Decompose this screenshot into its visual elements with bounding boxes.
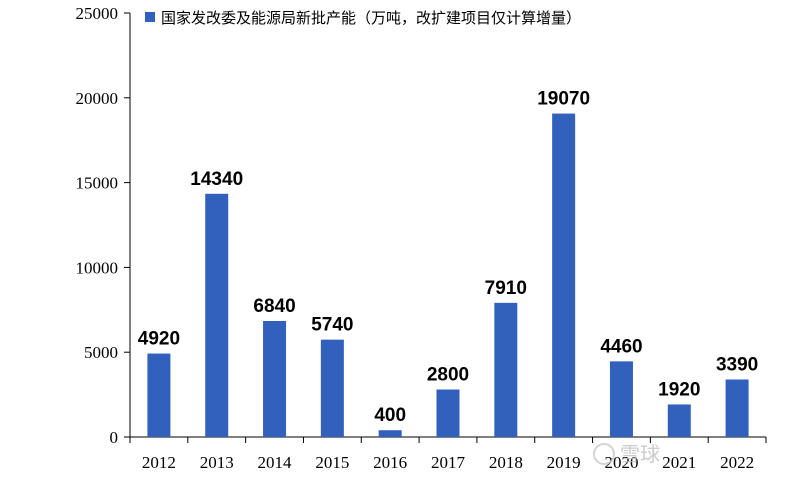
data-label-2016: 400 [374, 405, 406, 426]
data-label-2015: 5740 [311, 315, 353, 336]
y-axis: 0 5000 10000 15000 20000 25000 [76, 4, 131, 447]
x-tick-label: 2012 [142, 453, 176, 472]
y-tick-label: 25000 [76, 4, 119, 23]
y-tick-label: 20000 [76, 89, 119, 108]
bars [147, 113, 749, 437]
data-label-2018: 7910 [485, 278, 527, 299]
y-tick-label: 10000 [76, 258, 119, 277]
bar-2021 [667, 404, 691, 437]
bar-2022 [725, 379, 749, 437]
data-label-2021: 1920 [658, 379, 700, 400]
bar-2016 [378, 430, 402, 437]
x-axis: 2012 2013 2014 2015 2016 2017 2018 2019 2020 2021… [129, 436, 767, 472]
bar-2013 [205, 193, 229, 437]
bar-2014 [263, 320, 287, 437]
x-tick-label: 2016 [373, 453, 407, 472]
x-tick-label: 2013 [200, 453, 234, 472]
watermark-text: 雪球 [620, 442, 660, 466]
data-label-2022: 3390 [716, 355, 758, 376]
data-label-2014: 6840 [253, 296, 295, 317]
data-label-2012: 4920 [138, 329, 180, 350]
bar-2015 [320, 339, 344, 437]
bar-2012 [147, 353, 171, 437]
y-tick-label: 0 [110, 428, 119, 447]
watermark-logo-icon [593, 443, 615, 465]
x-tick-label: 2018 [489, 453, 523, 472]
data-label-2020: 4460 [600, 336, 642, 357]
bar-2020 [609, 361, 633, 437]
data-label-2013: 14340 [190, 169, 243, 190]
y-tick-label: 5000 [84, 343, 118, 362]
x-tick-label: 2021 [662, 453, 696, 472]
x-tick-label: 2015 [315, 453, 349, 472]
legend-label: 国家发改委及能源局新批产能（万吨，改扩建项目仅计算增量） [161, 9, 581, 27]
legend: 国家发改委及能源局新批产能（万吨，改扩建项目仅计算增量） [145, 9, 581, 27]
bar-2018 [494, 302, 518, 437]
data-labels: 4920 14340 6840 5740 400 2800 7910 19070 4460 192… [138, 89, 758, 427]
bar-2019 [552, 113, 576, 437]
bar-2017 [436, 389, 460, 437]
x-tick-label: 2022 [720, 453, 754, 472]
watermark: 雪球 [593, 442, 660, 466]
y-tick-label: 15000 [76, 174, 119, 193]
legend-swatch [145, 12, 155, 22]
data-label-2017: 2800 [427, 365, 469, 386]
x-tick-label: 2014 [258, 453, 293, 472]
x-tick-label: 2017 [431, 453, 466, 472]
data-label-2019: 19070 [537, 89, 590, 110]
x-tick-label: 2019 [547, 453, 581, 472]
